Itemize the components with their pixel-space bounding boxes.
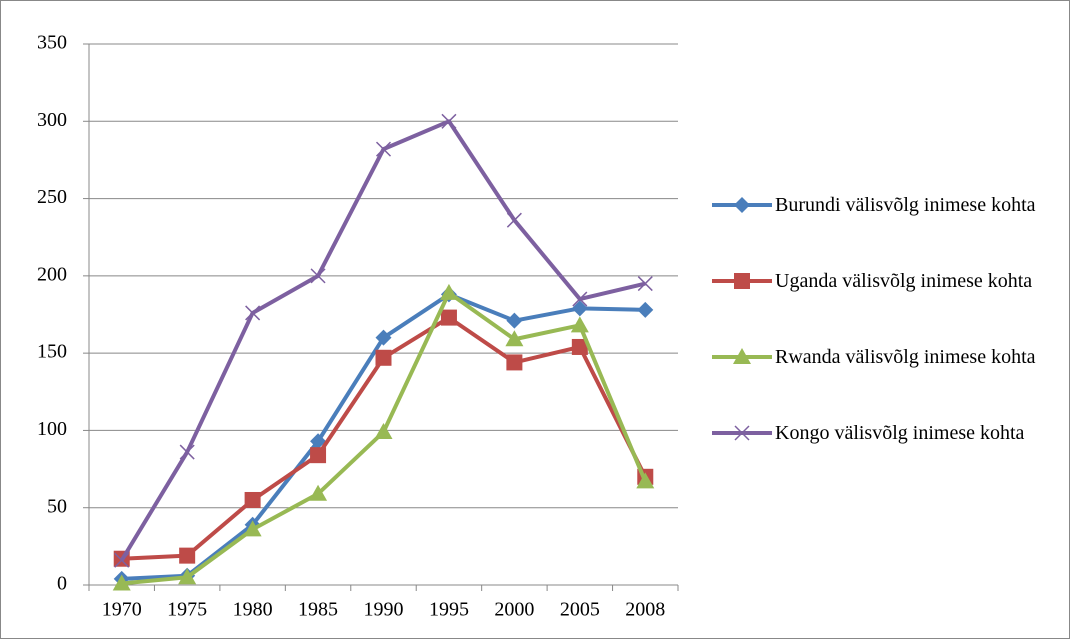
marker xyxy=(310,433,327,450)
marker xyxy=(734,273,750,289)
legend-label: Burundi välisvõlg inimese kohta xyxy=(775,194,1036,216)
marker xyxy=(244,491,261,508)
y-tick-label: 350 xyxy=(37,32,67,54)
marker xyxy=(733,348,751,364)
marker xyxy=(114,552,130,568)
y-tick-label: 150 xyxy=(37,341,67,363)
marker xyxy=(506,354,523,371)
marker xyxy=(375,329,392,346)
marker xyxy=(572,291,588,307)
marker xyxy=(310,268,326,284)
marker xyxy=(571,300,588,317)
x-tick-label: 1970 xyxy=(102,599,142,621)
marker xyxy=(243,520,262,537)
marker xyxy=(245,305,261,321)
x-tick-label: 1985 xyxy=(298,599,338,621)
marker xyxy=(310,447,327,464)
legend-label: Kongo välisvõlg inimese kohta xyxy=(775,422,1025,444)
legend-label: Rwanda välisvõlg inimese kohta xyxy=(775,346,1036,368)
marker xyxy=(178,568,197,585)
marker xyxy=(179,444,195,460)
marker xyxy=(179,547,196,564)
marker xyxy=(637,301,654,318)
x-tick-label: 1990 xyxy=(364,599,404,621)
x-tick-label: 2000 xyxy=(494,599,534,621)
marker xyxy=(375,141,392,157)
marker xyxy=(112,574,131,591)
marker xyxy=(637,276,653,292)
marker xyxy=(506,312,523,329)
marker xyxy=(734,197,750,213)
marker xyxy=(636,472,655,489)
legend-label: Uganda välisvõlg inimese kohta xyxy=(775,270,1033,292)
marker xyxy=(309,484,328,501)
marker xyxy=(571,338,588,355)
marker xyxy=(374,422,393,439)
x-tick-label: 2008 xyxy=(625,599,665,621)
marker xyxy=(506,212,522,228)
marker xyxy=(570,316,589,333)
marker xyxy=(734,425,750,441)
y-tick-label: 250 xyxy=(37,186,67,208)
y-tick-label: 200 xyxy=(37,263,67,285)
y-tick-label: 100 xyxy=(37,418,67,440)
x-tick-label: 1995 xyxy=(429,599,469,621)
x-tick-label: 1975 xyxy=(167,599,207,621)
y-tick-label: 50 xyxy=(47,495,67,517)
marker xyxy=(505,330,524,347)
x-tick-label: 2005 xyxy=(560,599,600,621)
y-tick-label: 300 xyxy=(37,109,67,131)
marker xyxy=(441,113,457,129)
marker xyxy=(439,283,458,300)
marker xyxy=(440,309,457,326)
marker xyxy=(375,349,392,366)
y-tick-label: 0 xyxy=(57,573,67,595)
x-tick-label: 1980 xyxy=(233,599,273,621)
